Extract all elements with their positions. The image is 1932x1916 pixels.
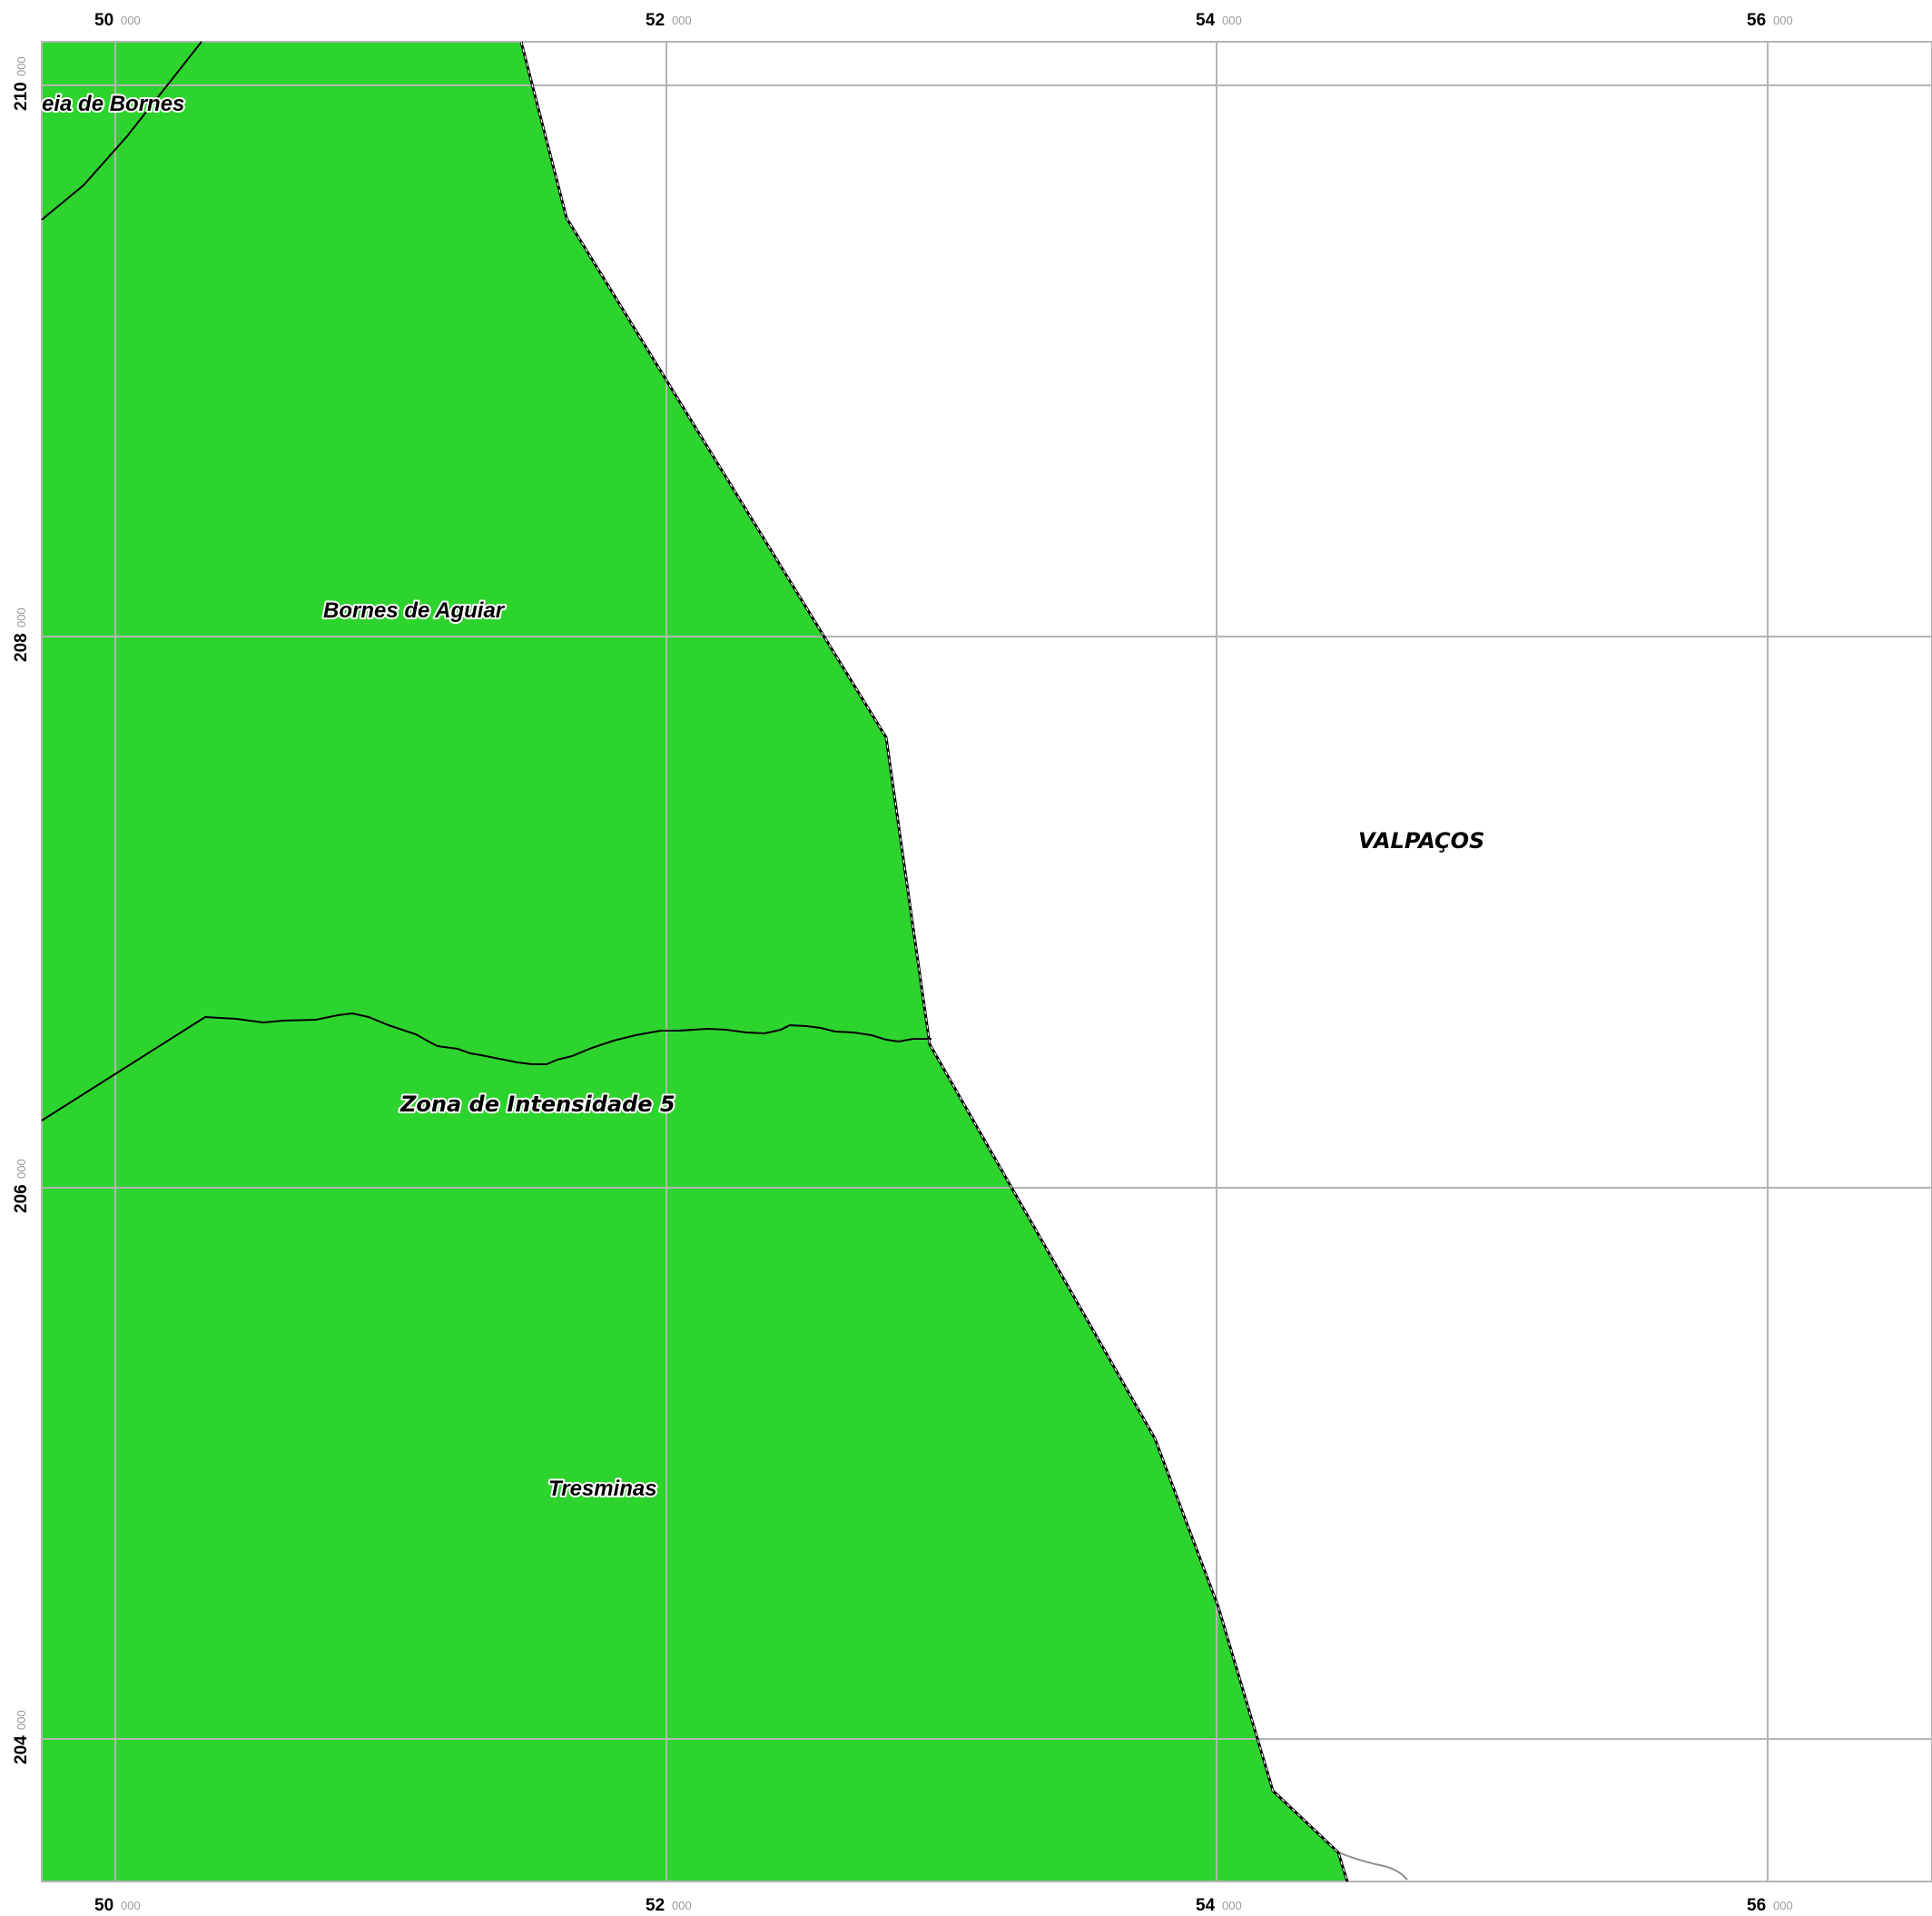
municipal-boundary (519, 41, 1349, 1882)
municipal-boundary-dash (520, 41, 1348, 1882)
x-tick-top-52: 52 (646, 11, 665, 30)
x-tick-bottom-54-minor: 000 (1222, 1899, 1242, 1912)
parish-boundaries (41, 41, 932, 1121)
y-tick-204: 204 (12, 1735, 31, 1764)
x-tick-bottom-50-minor: 000 (121, 1899, 141, 1912)
intensity-zone-area (42, 42, 1347, 1881)
label-tresminas: Tresminas (548, 1477, 657, 1501)
y-axis-left: 210 000 208 000 206 000 204 000 (12, 56, 31, 1764)
x-tick-top-56: 56 (1747, 11, 1766, 30)
y-tick-208: 208 (12, 633, 31, 662)
x-axis-top: 50 000 52 000 54 000 56 000 (94, 11, 1793, 30)
y-tick-204-minor: 000 (15, 1710, 28, 1730)
x-tick-top-54: 54 (1196, 11, 1216, 30)
x-tick-top-54-minor: 000 (1222, 14, 1242, 27)
x-tick-bottom-54: 54 (1196, 1896, 1216, 1915)
x-axis-bottom: 50 000 52 000 54 000 56 000 (94, 1896, 1793, 1915)
x-tick-bottom-56-minor: 000 (1773, 1899, 1793, 1912)
label-valpacos: VALPAÇOS (1358, 828, 1484, 854)
road-line (1337, 1852, 1408, 1881)
x-tick-bottom-56: 56 (1747, 1896, 1766, 1915)
x-tick-bottom-50: 50 (94, 1896, 113, 1915)
label-bornes-de-aguiar: Bornes de Aguiar (323, 598, 506, 623)
label-aldeia-de-bornes: eia de Bornes (42, 92, 184, 116)
x-tick-bottom-52: 52 (646, 1896, 665, 1915)
coordinate-grid (42, 42, 1932, 1881)
x-tick-top-52-minor: 000 (672, 14, 692, 27)
y-tick-206: 206 (12, 1184, 31, 1213)
x-tick-top-56-minor: 000 (1773, 14, 1793, 27)
label-zona-intensidade: Zona de Intensidade 5 (399, 1091, 675, 1117)
y-tick-210-minor: 000 (15, 56, 28, 76)
boundary-bornes-tresminas (41, 1012, 932, 1121)
y-tick-210: 210 (12, 82, 31, 111)
x-tick-top-50-minor: 000 (121, 14, 141, 27)
y-tick-206-minor: 000 (15, 1159, 28, 1179)
boundary-aldeia-bornes (41, 41, 202, 221)
x-tick-top-50: 50 (94, 11, 113, 30)
map-border (41, 41, 1932, 1882)
x-tick-bottom-52-minor: 000 (672, 1899, 692, 1912)
y-tick-208-minor: 000 (15, 607, 28, 627)
